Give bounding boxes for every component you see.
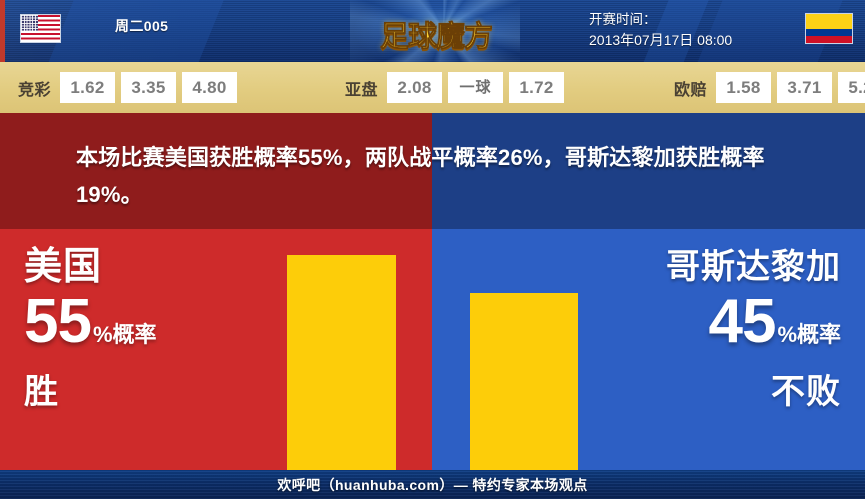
home-team-name: 美国: [24, 246, 103, 288]
home-probability-row: 55%概率: [24, 291, 279, 369]
odds-bar: 竞彩 1.62 3.35 4.80 亚盘 2.08 一球 1.72 欧赔 1.5…: [0, 62, 865, 113]
summary-banner: 本场比赛美国获胜概率55%，两队战平概率26%，哥斯达黎加获胜概率19%。: [0, 113, 865, 229]
odds-group-asian: 亚盘 2.08 一球 1.72: [345, 62, 570, 113]
odds-label-jingcai: 竞彩: [18, 81, 52, 99]
away-probability-row: 45%概率: [541, 291, 841, 369]
home-probability-unit: %概率: [92, 322, 157, 347]
away-probability-unit: %概率: [777, 322, 841, 347]
away-probability-value: 45: [708, 287, 776, 356]
kickoff-info: 开赛时间： 2013年07月17日 08:00: [589, 10, 799, 50]
footer-credit-text: 欢呼吧（huanhuba.com）— 特约专家本场观点: [277, 476, 588, 493]
odds-label-asian: 亚盘: [345, 81, 379, 99]
home-outcome-label: 胜: [24, 373, 59, 411]
kickoff-label: 开赛时间：: [589, 12, 657, 27]
us-flag-canton: [21, 15, 38, 31]
banner-background-left: [0, 113, 432, 229]
odds-jingcai-away[interactable]: 4.80: [182, 72, 238, 103]
away-team-name: 哥斯达黎加: [666, 248, 841, 286]
co-flag-red: [806, 35, 852, 43]
logo-text: 足球魔方: [379, 19, 494, 54]
header-red-edge: [0, 0, 5, 62]
kickoff-time: 2013年07月17日 08:00: [589, 32, 733, 48]
odds-jingcai-home[interactable]: 1.62: [60, 72, 116, 103]
co-flag-yellow: [806, 14, 852, 29]
summary-text: 本场比赛美国获胜概率55%，两队战平概率26%，哥斯达黎加获胜概率19%。: [76, 145, 765, 207]
odds-european-home[interactable]: 1.58: [716, 72, 772, 103]
odds-group-jingcai: 竞彩 1.62 3.35 4.80: [18, 62, 243, 113]
away-probability-bar: [470, 293, 578, 470]
footer-bar: 欢呼吧（huanhuba.com）— 特约专家本场观点: [0, 470, 865, 499]
odds-european-away[interactable]: 5.27: [838, 72, 865, 103]
banner-background-right: [432, 113, 865, 229]
home-probability-value: 55: [24, 287, 92, 356]
odds-asian-away[interactable]: 1.72: [509, 72, 565, 103]
co-flag-blue: [806, 28, 852, 36]
site-logo[interactable]: 足球魔方: [350, 0, 520, 62]
odds-label-european: 欧赔: [674, 81, 708, 99]
match-number-label: 周二005: [115, 18, 169, 34]
home-stats: 美国 55%概率 胜: [24, 243, 279, 415]
away-stats: 哥斯达黎加 45%概率 不败: [541, 243, 841, 415]
home-probability-bar: [287, 255, 396, 470]
away-team-flag-icon: [805, 13, 853, 44]
odds-group-european: 欧赔 1.58 3.71 5.27: [674, 62, 865, 113]
logo-starburst-icon: [350, 0, 520, 62]
header-bar: 周二005 足球魔方 开赛时间： 2013年07月17日 08:00: [0, 0, 865, 62]
odds-asian-home[interactable]: 2.08: [387, 72, 443, 103]
home-team-flag-icon: [20, 14, 61, 43]
odds-asian-handicap[interactable]: 一球: [448, 72, 504, 103]
away-outcome-label: 不败: [771, 373, 841, 411]
odds-jingcai-draw[interactable]: 3.35: [121, 72, 177, 103]
odds-european-draw[interactable]: 3.71: [777, 72, 833, 103]
probability-chart: 美国 55%概率 胜 哥斯达黎加 45%概率 不败: [0, 229, 865, 470]
